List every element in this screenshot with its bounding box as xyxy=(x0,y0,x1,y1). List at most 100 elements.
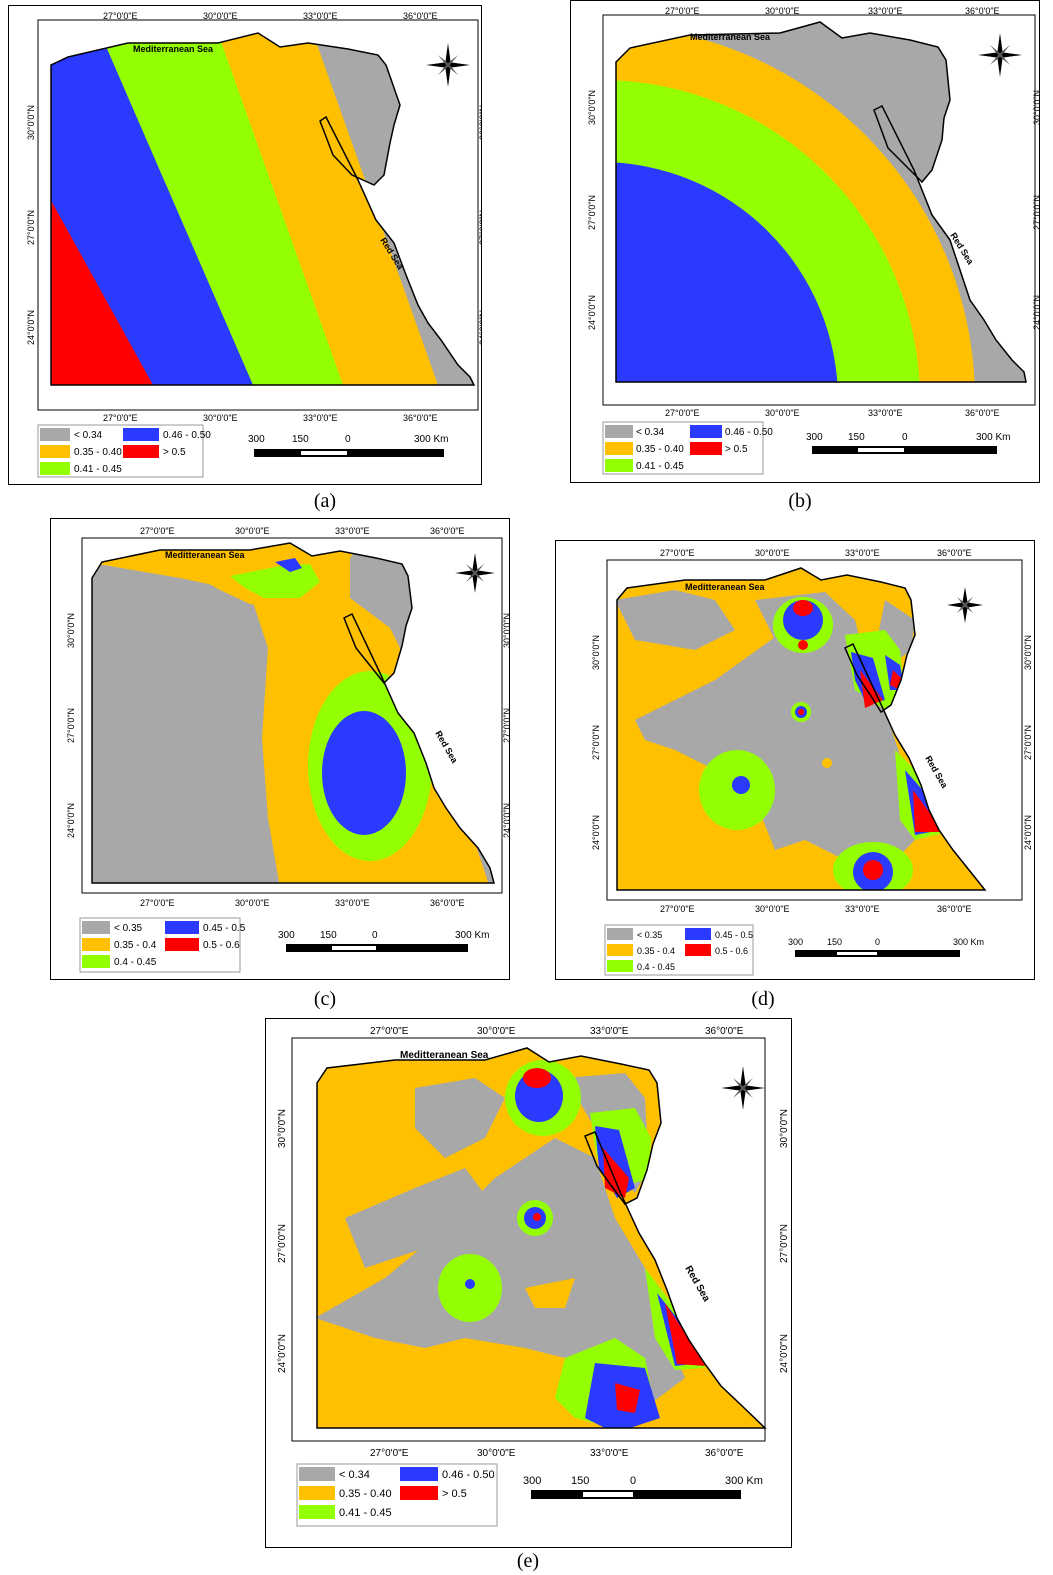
map-text: 300 Km xyxy=(725,1475,763,1487)
map-text: 0.45 - 0.5 xyxy=(715,930,753,940)
lon-label: 27°0'0"E xyxy=(103,11,138,21)
map-text: 300 xyxy=(523,1475,541,1487)
map-text: 30°0'0"E xyxy=(755,904,790,914)
map-text: 24°0'0"N xyxy=(277,1334,288,1373)
map-text: Red Sea xyxy=(433,729,460,766)
map-text: 30°0'0"N xyxy=(1032,90,1040,125)
map-text: 0 xyxy=(630,1475,636,1487)
map-text: 30°0'0"N xyxy=(502,613,510,648)
map-text: 300 Km xyxy=(976,432,1010,443)
lat-label: 27°0'0"N xyxy=(26,210,36,245)
map-text: 30°0'0"N xyxy=(1023,635,1033,670)
map-text: 27°0'0"N xyxy=(587,195,597,230)
caption-c: (c) xyxy=(313,988,337,1010)
map-text: 30°0'0"E xyxy=(235,898,270,908)
map-text: 33°0'0"E xyxy=(845,548,880,558)
map-text: 0.35 - 0.40 xyxy=(74,447,122,458)
map-text: < 0.35 xyxy=(114,923,143,934)
lat-label: 30°0'0"N xyxy=(478,105,482,140)
map-b: 27°0'0"E 30°0'0"E 33°0'0"E 36°0'0"E 27°0… xyxy=(587,6,1040,475)
lon-label: 33°0'0"E xyxy=(303,413,338,423)
map-text: Meditteranean Sea xyxy=(165,550,246,560)
map-text: 0.41 - 0.45 xyxy=(339,1507,392,1519)
map-text: 150 xyxy=(848,432,865,443)
map-text: 30°0'0"N xyxy=(277,1109,288,1148)
map-text: 33°0'0"E xyxy=(335,898,370,908)
map-text: 24°0'0"N xyxy=(66,803,76,838)
map-text: 30°0'0"N xyxy=(591,635,601,670)
map-text: 30°0'0"N xyxy=(587,90,597,125)
map-text: > 0.5 xyxy=(725,444,748,455)
map-text: 24°0'0"N xyxy=(1032,295,1040,330)
map-text: 27°0'0"N xyxy=(1032,195,1040,230)
map-text: 27°0'0"E xyxy=(370,1026,409,1037)
map-text: < 0.34 xyxy=(74,430,103,441)
map-text: 0 xyxy=(372,930,378,941)
map-text: 0.35 - 0.4 xyxy=(637,946,675,956)
map-text: 0.41 - 0.45 xyxy=(636,461,684,472)
map-text: 27°0'0"E xyxy=(660,904,695,914)
map-text: 0.4 - 0.45 xyxy=(114,957,157,968)
north-arrow-icon xyxy=(426,43,470,87)
lat-label: 30°0'0"N xyxy=(26,105,36,140)
map-text: Red Sea xyxy=(923,754,950,791)
map-text: 33°0'0"E xyxy=(590,1026,629,1037)
map-text: 36°0'0"E xyxy=(965,6,1000,16)
map-text: 24°0'0"N xyxy=(502,803,510,838)
map-text: 30°0'0"N xyxy=(779,1109,790,1148)
map-text: 0 xyxy=(345,434,351,445)
map-text: 36°0'0"E xyxy=(937,904,972,914)
map-text: 300 xyxy=(278,930,295,941)
map-text: > 0.5 xyxy=(442,1488,467,1500)
map-text: 0 xyxy=(902,432,908,443)
map-text: 0.4 - 0.45 xyxy=(637,962,675,972)
map-text: 27°0'0"E xyxy=(140,526,175,536)
map-text: 33°0'0"E xyxy=(845,904,880,914)
map-text: 30°0'0"E xyxy=(765,6,800,16)
map-text: 36°0'0"E xyxy=(705,1026,744,1037)
map-text: 0.46 - 0.50 xyxy=(442,1469,495,1481)
caption-e: (e) xyxy=(516,1550,540,1572)
map-text: 33°0'0"E xyxy=(868,408,903,418)
map-text: > 0.5 xyxy=(163,447,186,458)
map-text: 300 Km xyxy=(953,937,984,947)
map-text: 27°0'0"N xyxy=(502,708,510,743)
map-c: 27°0'0"E 30°0'0"E 33°0'0"E 36°0'0"E 27°0… xyxy=(66,526,510,973)
map-text: 300 Km xyxy=(414,434,448,445)
map-text: 300 xyxy=(788,937,803,947)
map-text: 36°0'0"E xyxy=(705,1448,744,1459)
north-arrow-icon xyxy=(721,1066,765,1110)
map-text: 0 xyxy=(875,937,880,947)
map-text: Mediterranean Sea xyxy=(690,32,771,42)
map-text: 27°0'0"E xyxy=(370,1448,409,1459)
map-text: 0.5 - 0.6 xyxy=(715,946,748,956)
map-text: 27°0'0"N xyxy=(779,1224,790,1263)
map-text: 36°0'0"E xyxy=(430,898,465,908)
lon-label: 30°0'0"E xyxy=(203,11,238,21)
map-text: 300 xyxy=(806,432,823,443)
map-text: 27°0'0"N xyxy=(1023,725,1033,760)
map-e: 27°0'0"E 30°0'0"E 33°0'0"E 36°0'0"E 27°0… xyxy=(277,1026,790,1527)
map-text: < 0.34 xyxy=(339,1469,370,1481)
map-text: 30°0'0"E xyxy=(477,1026,516,1037)
map-text: 27°0'0"E xyxy=(140,898,175,908)
lat-label: 24°0'0"N xyxy=(478,310,482,345)
map-text: 0.35 - 0.40 xyxy=(636,444,684,455)
map-text: Red Sea xyxy=(682,1264,711,1304)
map-text: 24°0'0"N xyxy=(587,295,597,330)
map-text: 30°0'0"E xyxy=(235,526,270,536)
map-text: < 0.35 xyxy=(637,930,662,940)
map-text: Meditteranean Sea xyxy=(685,582,766,592)
map-text: < 0.34 xyxy=(636,427,665,438)
map-text: Meditteranean Sea xyxy=(400,1050,489,1061)
map-text: 36°0'0"E xyxy=(965,408,1000,418)
lat-label: 27°0'0"N xyxy=(478,210,482,245)
north-arrow-icon xyxy=(455,553,495,593)
map-text: 30°0'0"E xyxy=(477,1448,516,1459)
map-text: 24°0'0"N xyxy=(1023,815,1033,850)
map-text: 27°0'0"E xyxy=(665,408,700,418)
map-text: 150 xyxy=(292,434,309,445)
map-text: 27°0'0"N xyxy=(591,725,601,760)
lon-label: 30°0'0"E xyxy=(203,413,238,423)
map-text: 0.5 - 0.6 xyxy=(203,940,240,951)
